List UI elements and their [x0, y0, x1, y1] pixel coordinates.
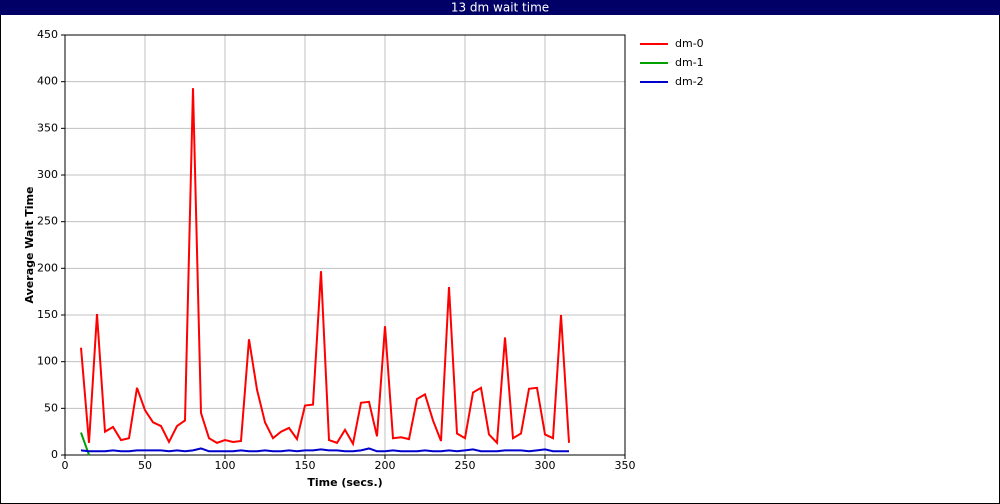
y-tick-label: 200: [37, 261, 58, 274]
plot-frame: [64, 34, 626, 456]
y-tick-label: 250: [37, 215, 58, 228]
y-tick-label: 400: [37, 75, 58, 88]
y-tick-label: 100: [37, 355, 58, 368]
legend-label: dm-1: [675, 56, 704, 69]
series-line: [80, 88, 570, 447]
x-tick-label: 150: [295, 459, 316, 472]
y-tick-label: 350: [37, 121, 58, 134]
x-tick-label: 300: [535, 459, 556, 472]
y-axis-label: Average Wait Time: [23, 187, 36, 304]
y-tick-label: 450: [37, 28, 58, 41]
title-bar: [0, 0, 1000, 15]
y-tick-label: 150: [37, 308, 58, 321]
y-tick-label: 0: [51, 448, 58, 461]
y-tick-label: 300: [37, 168, 58, 181]
y-tick-label: 50: [44, 401, 58, 414]
legend-label: dm-0: [675, 37, 704, 50]
x-tick-label: 0: [62, 459, 69, 472]
legend-label: dm-2: [675, 75, 704, 88]
x-tick-label: 350: [615, 459, 636, 472]
x-axis-label: Time (secs.): [307, 476, 382, 489]
x-tick-label: 200: [375, 459, 396, 472]
x-tick-label: 100: [215, 459, 236, 472]
chart-title: 13 dm wait time: [451, 1, 549, 15]
x-tick-label: 50: [138, 459, 152, 472]
series-line: [80, 447, 569, 453]
x-tick-label: 250: [455, 459, 476, 472]
